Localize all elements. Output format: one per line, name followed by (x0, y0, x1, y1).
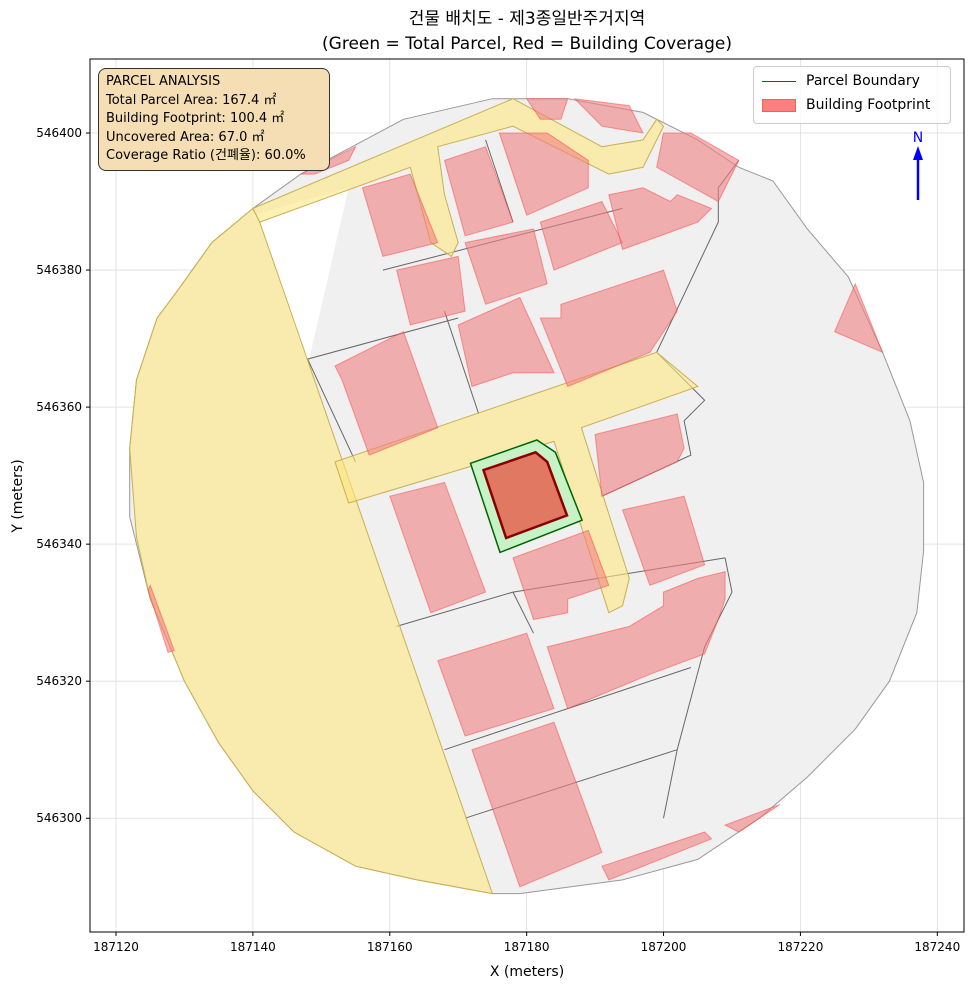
x-tick-label: 187160 (367, 940, 413, 954)
axis-ticks: 187120 187140 187160 187180 187200 187220 1872… (36, 126, 960, 954)
legend-item-parcel: Parcel Boundary (762, 73, 920, 89)
building-patch-swatch (762, 98, 796, 112)
neighbor-building (546, 570, 726, 710)
neighbor-building (621, 495, 706, 586)
y-tick-label: 546380 (36, 263, 82, 277)
x-tick-label: 187240 (914, 940, 960, 954)
neighbor-building (443, 146, 514, 237)
neighbor-building (656, 132, 740, 203)
neighbor-building (594, 413, 685, 497)
x-tick-label: 187220 (778, 940, 824, 954)
legend: Parcel Boundary Building Footprint (753, 66, 951, 124)
neighbor-building (601, 831, 713, 881)
info-coverage: Coverage Ratio (건폐율): 60.0% (106, 148, 306, 163)
excluded-area (252, 187, 349, 366)
y-tick-label: 546320 (36, 674, 82, 688)
neighbor-building (525, 98, 569, 120)
neighbor-building (395, 255, 466, 326)
info-footprint: Building Footprint: 100.4 ㎡ (106, 111, 285, 126)
neighbor-building (498, 132, 589, 216)
north-label: N (913, 130, 923, 146)
neighbor-building (539, 269, 678, 388)
neighbor-building (361, 173, 439, 258)
neighbor-building (723, 804, 781, 833)
neighbor-building (147, 583, 175, 654)
north-arrow: N (913, 130, 923, 200)
y-axis-label: Y (meters) (10, 459, 26, 533)
info-heading: PARCEL ANALYSIS (106, 74, 221, 89)
info-total-area: Total Parcel Area: 167.4 ㎡ (106, 92, 277, 108)
x-tick-label: 187180 (504, 940, 550, 954)
neighbor-building (833, 282, 884, 354)
subject-building (481, 450, 569, 540)
neighbor-building (608, 187, 713, 251)
x-tick-label: 187120 (93, 940, 139, 954)
legend-item-building: Building Footprint (762, 97, 930, 113)
neighbor-building (437, 632, 555, 737)
parcel-analysis-box: PARCEL ANALYSIS Total Parcel Area: 167.4… (98, 68, 330, 171)
neighbor-building (512, 529, 610, 621)
map-layers (129, 98, 925, 895)
y-tick-label: 546360 (36, 400, 82, 414)
x-tick-label: 187200 (641, 940, 687, 954)
x-tick-label: 187140 (230, 940, 276, 954)
parcel-line (512, 591, 534, 634)
north-arrow-head-icon (913, 146, 923, 160)
parcel-line (444, 311, 480, 415)
neighbor-building (389, 481, 487, 614)
y-tick-label: 546300 (36, 811, 82, 825)
chart-title-line2: (Green = Total Parcel, Red = Building Co… (322, 34, 732, 54)
y-tick-label: 546400 (36, 126, 82, 140)
chart-title-line1: 건물 배치도 - 제3종일반주거지역 (409, 9, 645, 29)
y-tick-label: 546340 (36, 537, 82, 551)
legend-label: Building Footprint (806, 97, 931, 113)
info-uncovered: Uncovered Area: 67.0 ㎡ (106, 129, 265, 145)
neighbor-building (471, 721, 603, 888)
x-axis-label: X (meters) (490, 964, 564, 980)
neighbor-building (573, 98, 644, 134)
neighbor-building (334, 330, 439, 456)
parcel-line-swatch (762, 80, 796, 82)
legend-label: Parcel Boundary (806, 73, 920, 89)
road (129, 207, 494, 895)
neighbor-building (457, 296, 555, 388)
neighbor-building (464, 228, 548, 305)
road (334, 351, 699, 614)
